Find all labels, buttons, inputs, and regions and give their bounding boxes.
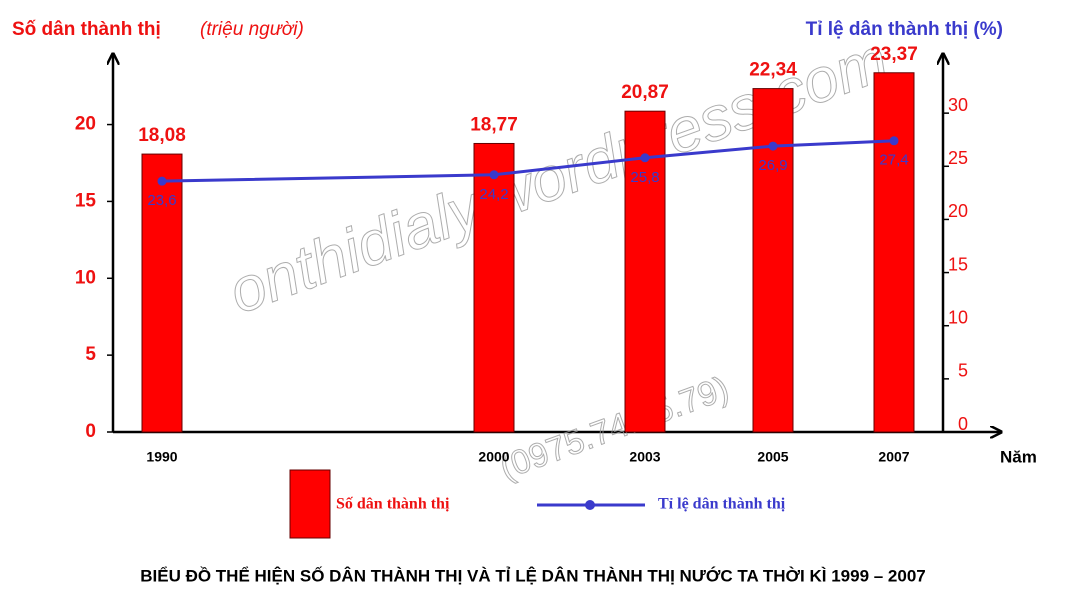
legend-label: Tỉ lệ dân thành thị [658, 496, 786, 513]
y2-tick-label: 15 [948, 254, 968, 274]
chart-title: BIỂU ĐỒ THỂ HIỆN SỐ DÂN THÀNH THỊ VÀ TỈ … [140, 565, 926, 585]
y2-tick-label: 10 [948, 307, 968, 327]
x-tick-label: 2003 [629, 449, 660, 465]
y2-tick-label: 0 [958, 414, 968, 434]
y-tick-label: 15 [75, 190, 97, 211]
bar-value-label: 22,34 [749, 60, 797, 81]
y-axis-unit: (triệu người) [200, 19, 304, 40]
y2-tick-label: 25 [948, 148, 968, 168]
bar-value-label: 18,08 [138, 125, 186, 146]
bar [473, 142, 515, 433]
y2-tick-label: 20 [948, 201, 968, 221]
y2-tick-label: 5 [958, 361, 968, 381]
line-value-label: 24,2 [479, 186, 508, 203]
y2-axis-title: Tỉ lệ dân thành thị (%) [806, 19, 1003, 40]
line-value-label: 27,4 [879, 152, 908, 169]
line-point [889, 136, 899, 146]
line-point [768, 141, 778, 151]
y-tick-label: 0 [85, 421, 96, 442]
bar [624, 110, 666, 433]
bar [873, 72, 915, 433]
y-tick-label: 5 [85, 344, 96, 365]
legend-swatch-bar [289, 469, 331, 539]
watermark: (0975.74.75.79) [495, 369, 734, 487]
bar [141, 153, 183, 433]
x-tick-label: 2007 [878, 449, 909, 465]
line-value-label: 23,6 [147, 192, 176, 209]
y-tick-label: 20 [75, 114, 96, 135]
line-point [489, 170, 499, 180]
bar [752, 88, 794, 433]
bar-value-label: 23,37 [870, 44, 918, 65]
bar-value-label: 20,87 [621, 82, 669, 103]
x-axis-title: Năm [1000, 447, 1037, 466]
x-tick-label: 2005 [757, 449, 788, 465]
bar-value-label: 18,77 [470, 114, 518, 135]
line-point [640, 153, 650, 163]
x-tick-label: 2000 [478, 449, 509, 465]
y-tick-label: 10 [75, 267, 96, 288]
legend-label: Số dân thành thị [336, 496, 450, 513]
line-value-label: 26,9 [758, 157, 787, 174]
legend-swatch-dot [585, 500, 595, 510]
line-point [157, 176, 167, 186]
line-value-label: 25,8 [630, 169, 659, 186]
y-axis-title: Số dân thành thị [12, 19, 161, 40]
x-tick-label: 1990 [146, 449, 177, 465]
y2-tick-label: 30 [948, 95, 968, 115]
